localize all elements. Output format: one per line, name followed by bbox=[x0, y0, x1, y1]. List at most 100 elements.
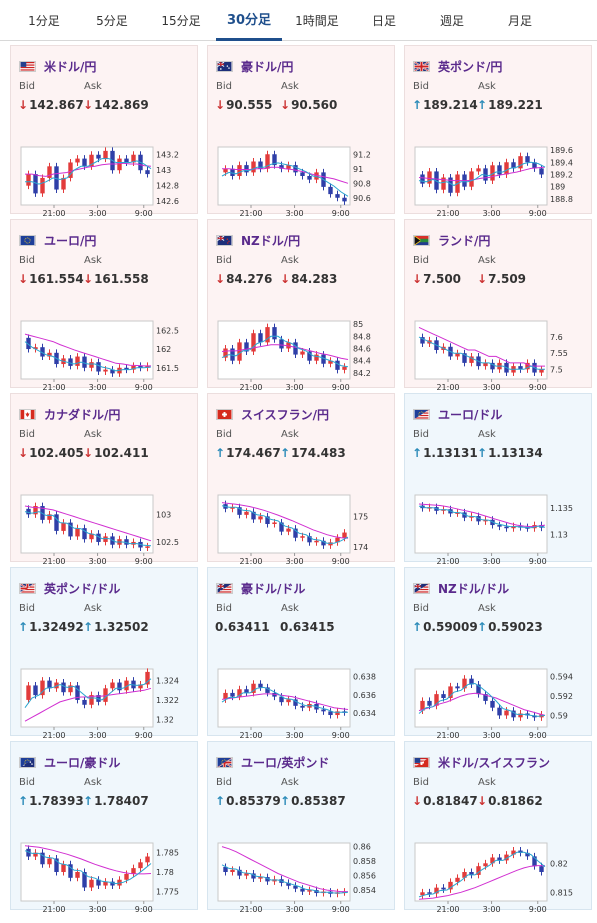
us-flag-icon bbox=[19, 61, 36, 72]
pair-name[interactable]: 米ドル/スイスフラン bbox=[438, 756, 551, 770]
pair-name[interactable]: ユーロ/豪ドル bbox=[44, 756, 121, 770]
pair-title[interactable]: ユーロ/ドル bbox=[413, 406, 502, 423]
pair-title[interactable]: NZドル/ドル bbox=[413, 580, 509, 597]
candle-body bbox=[110, 682, 115, 689]
candle-body bbox=[124, 680, 129, 691]
ask-label: Ask bbox=[478, 777, 496, 788]
tab-1min[interactable]: 1分足 bbox=[28, 14, 60, 28]
candle-body bbox=[89, 362, 94, 368]
price-chart[interactable]: 7.6 7.55 7.5 21:00 3:00 9:00 bbox=[414, 320, 583, 392]
tab-daily[interactable]: 日足 bbox=[371, 14, 396, 28]
candlestick-chart: 103 102.5 21:00 3:00 9:00 bbox=[20, 494, 179, 566]
price-chart[interactable]: 0.638 0.636 0.634 21:00 3:00 9:00 bbox=[217, 668, 386, 740]
pair-name[interactable]: カナダドル/円 bbox=[44, 408, 121, 422]
pair-name[interactable]: 米ドル/円 bbox=[44, 60, 97, 74]
pair-name[interactable]: 英ポンド/円 bbox=[438, 60, 503, 74]
currency-pair-card[interactable]: 豪ドル/円 Bid Ask ↓90.555 ↓90.560 91.2 91 90.8 90.6 2… bbox=[207, 45, 395, 218]
y-tick-label: 0.592 bbox=[550, 692, 573, 701]
currency-pair-card[interactable]: カナダドル/円 Bid Ask ↓102.405 ↓102.411 103 102.5 21:… bbox=[10, 393, 198, 566]
currency-pair-card[interactable]: 英ポンド/円 Bid Ask ↑189.214 ↑189.221 189.6 189.4 18… bbox=[404, 45, 592, 218]
currency-pair-card[interactable]: ユーロ/円 Bid Ask ↓161.554 ↓161.558 162.5 162 161.5… bbox=[10, 219, 198, 392]
bid-label: Bid bbox=[19, 429, 35, 440]
down-arrow-icon: ↓ bbox=[18, 98, 29, 112]
currency-pair-card[interactable]: 英ポンド/ドル Bid Ask ↑1.32492 ↑1.32502 1.324 1.322 1… bbox=[10, 567, 198, 740]
candle-body bbox=[230, 507, 235, 509]
price-chart[interactable]: 0.82 0.815 21:00 3:00 9:00 bbox=[414, 842, 583, 914]
pair-title[interactable]: カナダドル/円 bbox=[19, 406, 120, 423]
pair-name[interactable]: ユーロ/円 bbox=[44, 234, 97, 248]
ma-slow-line bbox=[221, 344, 349, 360]
price-chart[interactable]: 143.2 143 142.8 142.6 21:00 3:00 9:00 bbox=[20, 146, 189, 218]
pair-name[interactable]: 英ポンド/ドル bbox=[44, 582, 121, 596]
pair-title[interactable]: ユーロ/豪ドル bbox=[19, 754, 120, 771]
pair-name[interactable]: NZドル/円 bbox=[241, 234, 301, 248]
bid-value: ↑0.85379 bbox=[215, 794, 281, 808]
currency-pair-card[interactable]: ユーロ/豪ドル Bid Ask ↑1.78393 ↑1.78407 1.785 1.78 1.… bbox=[10, 741, 198, 914]
price-chart[interactable]: 162.5 162 161.5 21:00 3:00 9:00 bbox=[20, 320, 189, 392]
currency-pair-card[interactable]: スイスフラン/円 Bid Ask ↑174.467 ↑174.483 175 174 21:0… bbox=[207, 393, 395, 566]
tab-5min[interactable]: 5分足 bbox=[96, 14, 128, 28]
y-tick-label: 1.324 bbox=[156, 677, 179, 686]
x-tick-label: 21:00 bbox=[436, 383, 459, 392]
pair-name[interactable]: ユーロ/ドル bbox=[438, 408, 503, 422]
bid-label: Bid bbox=[216, 603, 232, 614]
pair-title[interactable]: ユーロ/英ポンド bbox=[216, 754, 329, 771]
y-tick-label: 7.5 bbox=[550, 365, 563, 374]
currency-pair-card[interactable]: NZドル/ドル Bid Ask ↑0.59009 ↑0.59023 0.594 0.592 0… bbox=[404, 567, 592, 740]
price-chart[interactable]: 1.324 1.322 1.32 21:00 3:00 9:00 bbox=[20, 668, 189, 740]
pair-title[interactable]: NZドル/円 bbox=[216, 232, 300, 249]
pair-name[interactable]: スイスフラン/円 bbox=[241, 408, 330, 422]
price-chart[interactable]: 85 84.8 84.6 84.4 84.2 21:00 3:00 9:00 bbox=[217, 320, 386, 392]
pair-title[interactable]: スイスフラン/円 bbox=[216, 406, 329, 423]
x-tick-label: 3:00 bbox=[89, 383, 107, 392]
tab-weekly[interactable]: 週足 bbox=[439, 14, 464, 28]
candle-body bbox=[469, 678, 474, 685]
candle-body bbox=[518, 156, 523, 169]
y-tick-label: 1.785 bbox=[156, 849, 179, 858]
tab-30min[interactable]: 30分足 bbox=[216, 0, 282, 41]
price-chart[interactable]: 189.6 189.4 189.2 189 188.8 21:00 3:00 9:00 bbox=[414, 146, 583, 218]
candle-body bbox=[483, 863, 488, 867]
currency-pair-card[interactable]: 米ドル/スイスフラン Bid Ask ↓0.81847 ↓0.81862 0.82 0.81… bbox=[404, 741, 592, 914]
pair-name[interactable]: NZドル/ドル bbox=[438, 582, 510, 596]
candlestick-chart: 0.82 0.815 21:00 3:00 9:00 bbox=[414, 842, 573, 914]
tab-monthly[interactable]: 月足 bbox=[507, 14, 532, 28]
candle-body bbox=[251, 161, 256, 173]
currency-pair-card[interactable]: NZドル/円 Bid Ask ↓84.276 ↓84.283 85 84.8 84.6 84.4… bbox=[207, 219, 395, 392]
pair-title[interactable]: ランド/円 bbox=[413, 232, 490, 249]
price-chart[interactable]: 91.2 91 90.8 90.6 21:00 3:00 9:00 bbox=[217, 146, 386, 218]
price-chart[interactable]: 1.135 1.13 21:00 3:00 9:00 bbox=[414, 494, 583, 566]
currency-pair-card[interactable]: ユーロ/ドル Bid Ask ↑1.13131 ↑1.13134 1.135 1.13 21:… bbox=[404, 393, 592, 566]
currency-pair-card[interactable]: 米ドル/円 Bid Ask ↓142.867 ↓142.869 143.2 143 142.8… bbox=[10, 45, 198, 218]
pair-title[interactable]: 豪ドル/円 bbox=[216, 58, 293, 75]
currency-pair-card[interactable]: ランド/円 Bid Ask ↓7.500 ↓7.509 7.6 7.55 7.5 21:00 3:… bbox=[404, 219, 592, 392]
x-tick-label: 21:00 bbox=[42, 383, 65, 392]
pair-title[interactable]: 米ドル/円 bbox=[19, 58, 96, 75]
candle-body bbox=[328, 711, 333, 716]
pair-name[interactable]: 豪ドル/ドル bbox=[241, 582, 306, 596]
tab-15min[interactable]: 15分足 bbox=[161, 14, 201, 28]
pair-title[interactable]: 英ポンド/円 bbox=[413, 58, 502, 75]
price-chart[interactable]: 1.785 1.78 1.775 21:00 3:00 9:00 bbox=[20, 842, 189, 914]
candle-body bbox=[103, 881, 108, 886]
y-tick-label: 90.6 bbox=[353, 194, 371, 203]
ask-label: Ask bbox=[84, 429, 102, 440]
pair-title[interactable]: ユーロ/円 bbox=[19, 232, 96, 249]
candle-body bbox=[89, 695, 94, 705]
tab-1hour[interactable]: 1時間足 bbox=[295, 14, 339, 28]
pair-name[interactable]: 豪ドル/円 bbox=[241, 60, 294, 74]
pair-name[interactable]: ランド/円 bbox=[438, 234, 491, 248]
pair-title[interactable]: 英ポンド/ドル bbox=[19, 580, 120, 597]
price-chart[interactable]: 175 174 21:00 3:00 9:00 bbox=[217, 494, 386, 566]
pair-name[interactable]: ユーロ/英ポンド bbox=[241, 756, 330, 770]
price-chart[interactable]: 0.86 0.858 0.856 0.854 21:00 3:00 9:00 bbox=[217, 842, 386, 914]
price-chart[interactable]: 103 102.5 21:00 3:00 9:00 bbox=[20, 494, 189, 566]
pair-title[interactable]: 豪ドル/ドル bbox=[216, 580, 305, 597]
currency-pair-card[interactable]: ユーロ/英ポンド Bid Ask ↑0.85379 ↑0.85387 0.86 0.858 0… bbox=[207, 741, 395, 914]
pair-title[interactable]: 米ドル/スイスフラン bbox=[413, 754, 550, 771]
candle-body bbox=[131, 365, 136, 370]
candle-body bbox=[47, 680, 52, 689]
x-tick-label: 21:00 bbox=[42, 557, 65, 566]
currency-pair-card[interactable]: 豪ドル/ドル Bid Ask 0.63411 0.63415 0.638 0.636 0.63… bbox=[207, 567, 395, 740]
price-chart[interactable]: 0.594 0.592 0.59 21:00 3:00 9:00 bbox=[414, 668, 583, 740]
